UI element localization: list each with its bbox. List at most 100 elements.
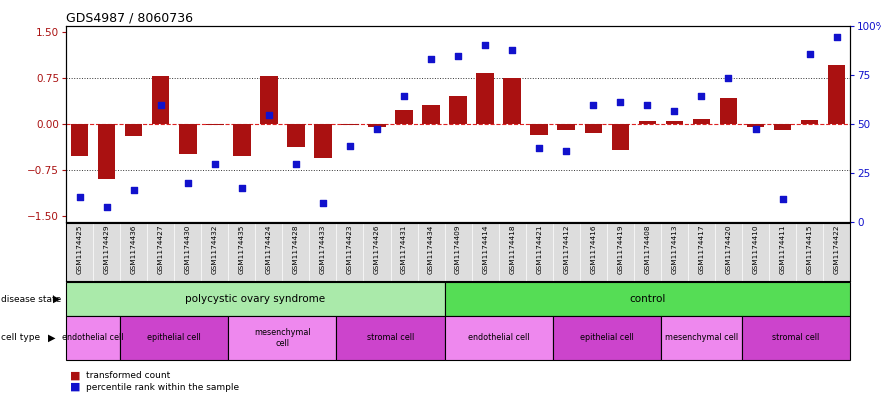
Text: GSM1174422: GSM1174422	[833, 224, 840, 274]
Text: percentile rank within the sample: percentile rank within the sample	[86, 383, 240, 391]
Text: ■: ■	[70, 370, 81, 380]
Text: control: control	[629, 294, 665, 304]
Text: ■: ■	[70, 382, 81, 392]
Point	[316, 200, 330, 206]
Text: GSM1174414: GSM1174414	[482, 224, 488, 274]
Text: stromal cell: stromal cell	[366, 334, 414, 342]
Text: GSM1174430: GSM1174430	[185, 224, 191, 274]
Text: GSM1174427: GSM1174427	[158, 224, 164, 274]
Bar	[396, 110, 413, 124]
Bar	[503, 78, 521, 124]
Bar	[692, 119, 710, 124]
Text: GSM1174408: GSM1174408	[644, 224, 650, 274]
Text: transformed count: transformed count	[86, 371, 171, 380]
Point	[343, 143, 357, 149]
Text: GSM1174436: GSM1174436	[130, 224, 137, 274]
Text: GSM1174420: GSM1174420	[725, 224, 731, 274]
Bar	[152, 76, 169, 124]
Text: GSM1174417: GSM1174417	[699, 224, 705, 274]
Point	[262, 112, 276, 118]
Bar	[445, 316, 552, 360]
Text: GSM1174416: GSM1174416	[590, 224, 596, 274]
Bar	[422, 105, 440, 124]
Bar	[530, 124, 548, 135]
Bar	[125, 124, 143, 136]
Bar	[477, 73, 494, 124]
Bar	[341, 124, 359, 125]
Text: polycystic ovary syndrome: polycystic ovary syndrome	[185, 294, 325, 304]
Text: GSM1174410: GSM1174410	[752, 224, 759, 274]
Text: GSM1174409: GSM1174409	[455, 224, 461, 274]
Point	[532, 145, 546, 151]
Bar	[742, 316, 850, 360]
Bar	[449, 95, 467, 124]
Text: stromal cell: stromal cell	[773, 334, 819, 342]
Text: GSM1174424: GSM1174424	[266, 224, 272, 274]
Point	[640, 102, 655, 108]
Bar	[368, 124, 386, 127]
Bar	[206, 124, 224, 125]
Point	[613, 99, 627, 105]
Bar	[337, 316, 445, 360]
Point	[370, 126, 384, 132]
Bar	[98, 124, 115, 179]
Point	[478, 41, 492, 48]
Text: GSM1174411: GSM1174411	[780, 224, 786, 274]
Point	[127, 187, 141, 193]
Bar	[801, 120, 818, 124]
Point	[208, 161, 222, 167]
Point	[668, 108, 682, 114]
Text: GSM1174432: GSM1174432	[211, 224, 218, 274]
Bar	[120, 316, 228, 360]
Text: disease state: disease state	[1, 295, 61, 303]
Text: endothelial cell: endothelial cell	[468, 334, 529, 342]
Point	[397, 93, 411, 99]
Point	[559, 148, 574, 154]
Text: ▶: ▶	[48, 333, 56, 343]
Text: GSM1174421: GSM1174421	[537, 224, 542, 274]
Bar	[774, 124, 791, 130]
Text: GSM1174419: GSM1174419	[618, 224, 624, 274]
Text: GSM1174425: GSM1174425	[77, 224, 83, 274]
Text: GSM1174412: GSM1174412	[563, 224, 569, 274]
Text: GSM1174434: GSM1174434	[428, 224, 434, 274]
Bar	[228, 316, 337, 360]
Point	[289, 161, 303, 167]
Bar	[70, 124, 88, 156]
Point	[72, 194, 86, 200]
Bar	[66, 282, 445, 316]
Bar	[179, 124, 196, 154]
Text: GSM1174435: GSM1174435	[239, 224, 245, 274]
Text: GSM1174413: GSM1174413	[671, 224, 677, 274]
Text: GSM1174415: GSM1174415	[807, 224, 812, 274]
Text: GSM1174423: GSM1174423	[347, 224, 353, 274]
Point	[694, 93, 708, 99]
Bar	[611, 124, 629, 150]
Bar	[666, 121, 683, 124]
Bar	[828, 66, 846, 124]
Text: endothelial cell: endothelial cell	[63, 334, 124, 342]
Bar	[661, 316, 742, 360]
Text: GSM1174431: GSM1174431	[401, 224, 407, 274]
Point	[830, 34, 844, 40]
Bar	[445, 282, 850, 316]
Text: GSM1174426: GSM1174426	[374, 224, 380, 274]
Bar	[639, 121, 656, 124]
Text: GSM1174418: GSM1174418	[509, 224, 515, 274]
Text: GSM1174429: GSM1174429	[104, 224, 109, 274]
Bar	[287, 124, 305, 147]
Point	[451, 53, 465, 59]
Point	[722, 75, 736, 81]
Point	[100, 204, 114, 210]
Point	[586, 102, 600, 108]
Text: epithelial cell: epithelial cell	[580, 334, 633, 342]
Text: GSM1174433: GSM1174433	[320, 224, 326, 274]
Text: mesenchymal
cell: mesenchymal cell	[254, 328, 311, 348]
Point	[803, 51, 817, 57]
Bar	[558, 124, 575, 130]
Bar	[66, 316, 120, 360]
Text: GSM1174428: GSM1174428	[292, 224, 299, 274]
Text: mesenchymal cell: mesenchymal cell	[665, 334, 738, 342]
Bar	[720, 98, 737, 124]
Point	[775, 196, 789, 202]
